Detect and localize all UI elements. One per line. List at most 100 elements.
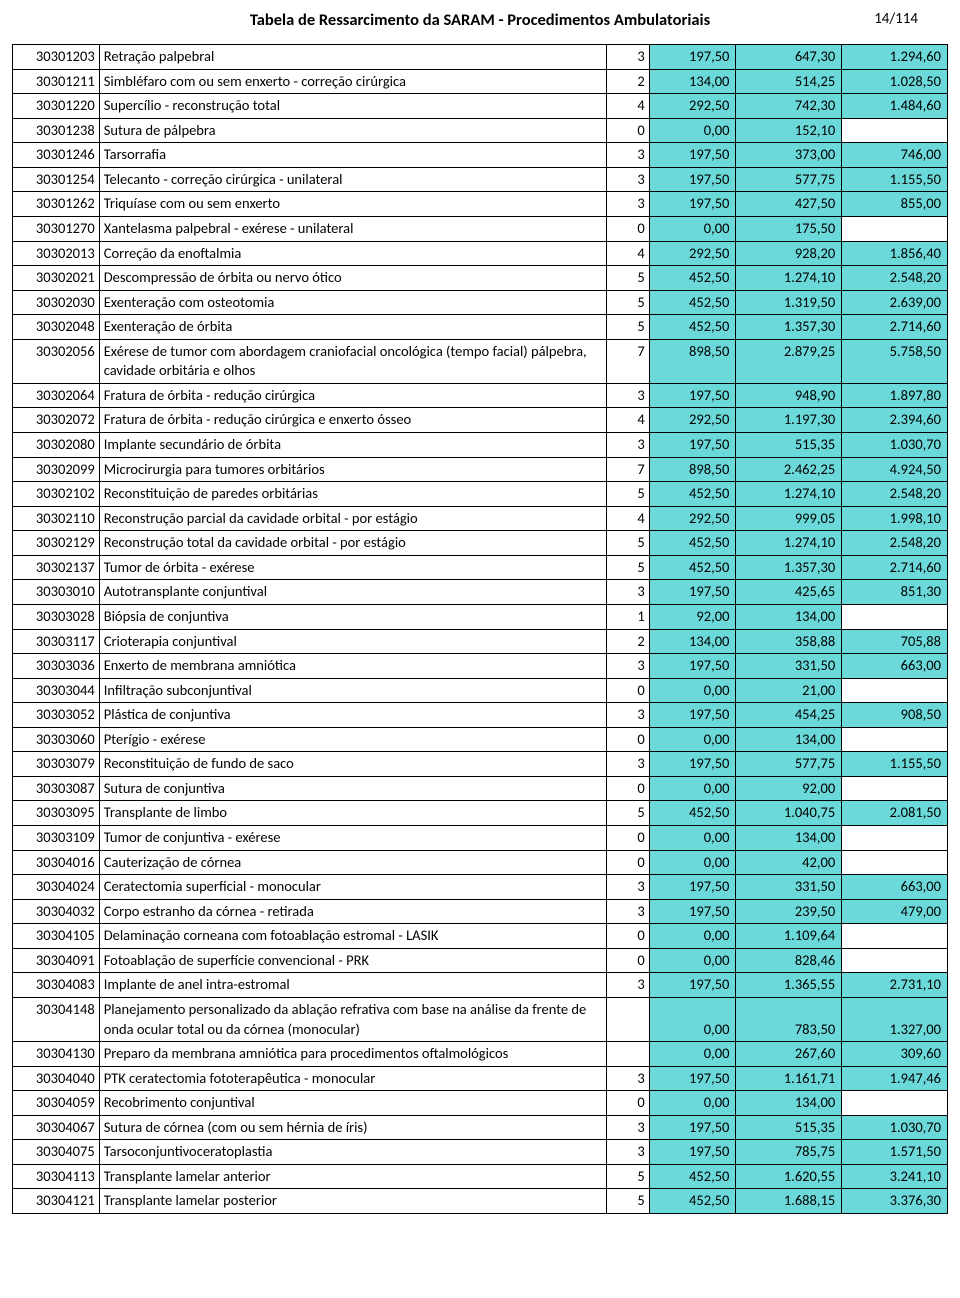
cell-v2: 742,30 — [736, 94, 842, 119]
cell-v3: 2.548,20 — [842, 266, 948, 291]
cell-v3: 2.548,20 — [842, 482, 948, 507]
cell-v3 — [842, 924, 948, 949]
cell-code: 30302056 — [13, 339, 100, 383]
cell-v3: 5.758,50 — [842, 339, 948, 383]
cell-n: 7 — [607, 457, 649, 482]
cell-n: 3 — [607, 899, 649, 924]
cell-v2: 1.274,10 — [736, 482, 842, 507]
cell-v3 — [842, 216, 948, 241]
cell-code: 30302048 — [13, 315, 100, 340]
cell-v3: 309,60 — [842, 1042, 948, 1067]
cell-code: 30301211 — [13, 69, 100, 94]
cell-code: 30303028 — [13, 604, 100, 629]
cell-n: 3 — [607, 167, 649, 192]
cell-desc: Biópsia de conjuntiva — [99, 604, 607, 629]
cell-desc: Plástica de conjuntiva — [99, 703, 607, 728]
cell-v1: 452,50 — [649, 555, 736, 580]
cell-v2: 373,00 — [736, 143, 842, 168]
cell-desc: Sutura de córnea (com ou sem hérnia de í… — [99, 1115, 607, 1140]
cell-n: 0 — [607, 118, 649, 143]
cell-code: 30302110 — [13, 506, 100, 531]
table-row: 30304040PTK ceratectomia fototerapêutica… — [13, 1066, 948, 1091]
table-row: 30304024Ceratectomia superficial - monoc… — [13, 875, 948, 900]
cell-n: 3 — [607, 433, 649, 458]
table-row: 30303036Enxerto de membrana amniótica319… — [13, 654, 948, 679]
cell-v3 — [842, 118, 948, 143]
cell-v3 — [842, 678, 948, 703]
cell-v1: 197,50 — [649, 143, 736, 168]
cell-n: 1 — [607, 604, 649, 629]
table-row: 30302110Reconstrução parcial da cavidade… — [13, 506, 948, 531]
cell-n: 3 — [607, 973, 649, 998]
table-row: 30301254Telecanto - correção cirúrgica -… — [13, 167, 948, 192]
cell-v1: 197,50 — [649, 1115, 736, 1140]
cell-desc: Fratura de órbita - redução cirúrgica e … — [99, 408, 607, 433]
cell-v3: 2.639,00 — [842, 290, 948, 315]
table-row: 30301270Xantelasma palpebral - exérese -… — [13, 216, 948, 241]
table-row: 30302072Fratura de órbita - redução cirú… — [13, 408, 948, 433]
cell-code: 30304016 — [13, 850, 100, 875]
cell-v3: 3.376,30 — [842, 1189, 948, 1214]
table-row: 30303028Biópsia de conjuntiva192,00134,0… — [13, 604, 948, 629]
cell-n: 0 — [607, 216, 649, 241]
cell-v1: 134,00 — [649, 69, 736, 94]
cell-v2: 134,00 — [736, 604, 842, 629]
table-row: 30304130Preparo da membrana amniótica pa… — [13, 1042, 948, 1067]
cell-v1: 197,50 — [649, 580, 736, 605]
table-row: 30301262Triquíase com ou sem enxerto3197… — [13, 192, 948, 217]
cell-v2: 1.274,10 — [736, 531, 842, 556]
cell-v3: 2.731,10 — [842, 973, 948, 998]
cell-n: 5 — [607, 801, 649, 826]
cell-n: 3 — [607, 752, 649, 777]
cell-n: 0 — [607, 850, 649, 875]
cell-v1: 898,50 — [649, 339, 736, 383]
cell-code: 30303095 — [13, 801, 100, 826]
table-row: 30304083Implante de anel intra-estromal3… — [13, 973, 948, 998]
cell-v3: 3.241,10 — [842, 1164, 948, 1189]
table-row: 30301203Retração palpebral3197,50647,301… — [13, 45, 948, 70]
cell-code: 30301246 — [13, 143, 100, 168]
cell-desc: Tumor de conjuntiva - exérese — [99, 826, 607, 851]
cell-code: 30304113 — [13, 1164, 100, 1189]
cell-n: 5 — [607, 1189, 649, 1214]
cell-v1: 0,00 — [649, 997, 736, 1041]
table-row: 30303044Infiltração subconjuntival00,002… — [13, 678, 948, 703]
cell-code: 30304040 — [13, 1066, 100, 1091]
cell-v2: 92,00 — [736, 776, 842, 801]
cell-n: 2 — [607, 629, 649, 654]
table-row: 30302021Descompressão de órbita ou nervo… — [13, 266, 948, 291]
table-row: 30302064Fratura de órbita - redução cirú… — [13, 383, 948, 408]
cell-v2: 515,35 — [736, 433, 842, 458]
cell-n: 4 — [607, 94, 649, 119]
cell-v1: 0,00 — [649, 924, 736, 949]
cell-n: 3 — [607, 654, 649, 679]
cell-desc: Ceratectomia superficial - monocular — [99, 875, 607, 900]
cell-desc: Tarsoconjuntivoceratoplastia — [99, 1140, 607, 1165]
cell-desc: Infiltração subconjuntival — [99, 678, 607, 703]
cell-v2: 2.462,25 — [736, 457, 842, 482]
cell-v1: 0,00 — [649, 776, 736, 801]
cell-code: 30301262 — [13, 192, 100, 217]
cell-n: 5 — [607, 482, 649, 507]
cell-n: 3 — [607, 875, 649, 900]
cell-v2: 331,50 — [736, 654, 842, 679]
cell-v2: 1.688,15 — [736, 1189, 842, 1214]
cell-code: 30304091 — [13, 948, 100, 973]
cell-v2: 21,00 — [736, 678, 842, 703]
cell-code: 30302064 — [13, 383, 100, 408]
cell-desc: Preparo da membrana amniótica para proce… — [99, 1042, 607, 1067]
cell-v3: 908,50 — [842, 703, 948, 728]
cell-v3: 2.548,20 — [842, 531, 948, 556]
cell-v2: 1.161,71 — [736, 1066, 842, 1091]
cell-code: 30304121 — [13, 1189, 100, 1214]
cell-v2: 42,00 — [736, 850, 842, 875]
cell-v3: 663,00 — [842, 654, 948, 679]
cell-v1: 134,00 — [649, 629, 736, 654]
cell-v2: 999,05 — [736, 506, 842, 531]
cell-v1: 197,50 — [649, 973, 736, 998]
cell-v1: 197,50 — [649, 45, 736, 70]
cell-desc: Transplante lamelar anterior — [99, 1164, 607, 1189]
cell-desc: Telecanto - correção cirúrgica - unilate… — [99, 167, 607, 192]
cell-v1: 197,50 — [649, 1140, 736, 1165]
page-number: 14/114 — [874, 10, 918, 28]
